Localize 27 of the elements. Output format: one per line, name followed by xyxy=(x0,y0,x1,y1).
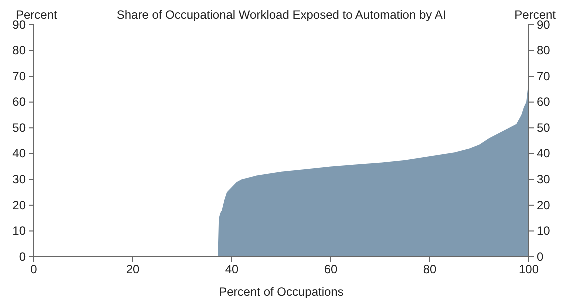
x-tick-label: 0 xyxy=(30,262,38,277)
y-tick-label: 20 xyxy=(12,198,26,212)
chart-title: Share of Occupational Workload Exposed to Automation by AI xyxy=(116,8,446,22)
x-tick-label: 80 xyxy=(423,262,437,277)
y-tick-label: 30 xyxy=(12,172,26,187)
x-tick-label: 20 xyxy=(126,262,140,277)
y-tick-label: 80 xyxy=(12,44,26,58)
y-tick-label: 70 xyxy=(12,69,26,84)
x-tick-label: 40 xyxy=(225,262,239,277)
y2-tick-label: 60 xyxy=(537,95,551,110)
y2-tick-label: 20 xyxy=(537,198,551,212)
y-tick-label: 0 xyxy=(19,250,26,264)
x-axis-title: Percent of Occupations xyxy=(219,285,344,299)
y2-tick-label: 50 xyxy=(537,120,551,135)
y-tick-label: 50 xyxy=(12,120,26,135)
y2-tick-label: 30 xyxy=(537,172,551,187)
y-tick-label: 40 xyxy=(12,146,26,161)
y2-tick-label: 40 xyxy=(537,146,551,161)
x-tick-label: 100 xyxy=(518,262,540,277)
y2-tick-label: 10 xyxy=(537,224,551,238)
y-tick-label: 10 xyxy=(12,224,26,238)
y2-tick-label: 0 xyxy=(537,250,544,264)
y2-axis-title: Percent xyxy=(514,8,557,22)
x-tick-label: 60 xyxy=(324,262,338,277)
y2-tick-label: 70 xyxy=(537,69,551,84)
y2-tick-label: 80 xyxy=(537,44,551,58)
y-tick-label: 60 xyxy=(12,95,26,110)
